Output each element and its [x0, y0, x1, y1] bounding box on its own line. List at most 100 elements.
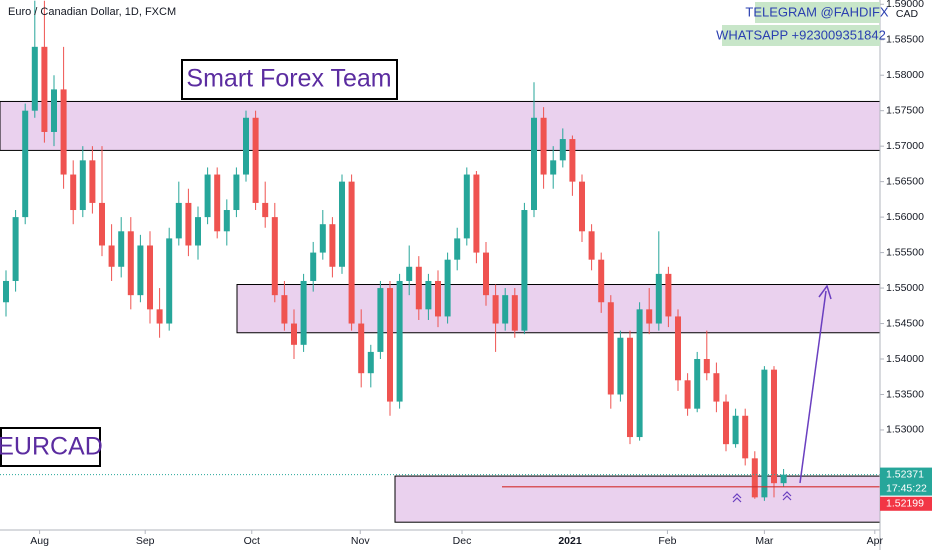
last-price-box	[880, 467, 932, 496]
x-tick-label: Apr	[867, 535, 884, 547]
candle-body	[89, 160, 96, 203]
candle-body	[598, 259, 605, 303]
candle-body	[694, 359, 701, 409]
candle-body	[60, 89, 67, 175]
y-tick-label: 1.57500	[886, 104, 924, 116]
candle-body	[588, 231, 595, 260]
countdown: 17:45:22	[886, 482, 927, 494]
zone	[394, 475, 880, 523]
candle-body	[70, 174, 77, 211]
candle-body	[435, 280, 441, 317]
whatsapp-label: WHATSAPP +923009351842	[716, 27, 886, 42]
candle-body	[415, 266, 422, 310]
candle-body	[185, 202, 192, 246]
candle-body	[732, 415, 739, 445]
x-tick-label: Mar	[755, 535, 774, 547]
x-tick-label: Nov	[351, 535, 370, 547]
candle-body	[223, 210, 230, 232]
y-tick-label: 1.58500	[886, 34, 924, 46]
y-tick-label: 1.55000	[886, 282, 924, 294]
candle-body	[550, 160, 557, 175]
candle-body	[425, 280, 432, 310]
candle-body	[319, 224, 326, 253]
candle-body	[703, 359, 710, 374]
candle-body	[511, 295, 518, 331]
level-box	[880, 496, 932, 511]
candle-body	[281, 295, 288, 324]
x-tick-label: Aug	[30, 535, 49, 547]
y-tick-label: 1.58000	[886, 69, 924, 81]
telegram-box	[755, 2, 880, 23]
candle-body	[636, 309, 643, 438]
candle-body	[454, 238, 461, 260]
candle-body	[627, 337, 633, 438]
candle-body	[675, 316, 681, 381]
level-label: 1.52199	[886, 498, 924, 510]
candle-body	[569, 139, 576, 182]
candle-body	[646, 309, 653, 324]
candle-body	[99, 202, 105, 246]
team-box	[181, 59, 398, 100]
candle-body	[300, 280, 307, 345]
candle-body	[214, 174, 221, 232]
candle-body	[108, 245, 115, 267]
y-tick-label: 1.57000	[886, 140, 924, 152]
candle-body	[502, 295, 509, 324]
y-tick-label: 1.56000	[886, 211, 924, 223]
candle-body	[31, 46, 38, 111]
candle-body	[358, 323, 365, 374]
candles	[3, 0, 787, 501]
y-tick-label: 1.53500	[886, 388, 924, 400]
candle-body	[204, 174, 211, 218]
candle-body	[3, 280, 9, 303]
chart-title: Euro / Canadian Dollar, 1D, FXCM	[8, 6, 176, 18]
candle-body	[233, 174, 240, 211]
candle-body	[79, 160, 86, 211]
candle-body	[406, 266, 413, 281]
chevron	[732, 493, 742, 503]
candle-body	[156, 309, 163, 324]
currency: CAD	[896, 8, 919, 20]
candle-body	[761, 369, 768, 498]
y-tick-label: 1.54500	[886, 317, 924, 329]
candle-body	[51, 89, 57, 132]
y-tick-label: 1.55500	[886, 246, 924, 258]
x-tick-label: Feb	[658, 535, 676, 547]
candle-body	[665, 273, 672, 317]
candle-body	[175, 202, 182, 239]
candle-body	[195, 217, 201, 246]
y-tick-label: 1.53000	[886, 424, 924, 436]
symbol-label: EURCAD	[0, 433, 103, 461]
zones	[0, 100, 880, 523]
zone	[236, 284, 880, 334]
candle-body	[127, 231, 134, 296]
candle-body	[118, 231, 125, 267]
candle-body	[262, 202, 269, 218]
overlays	[0, 474, 880, 488]
candle-body	[617, 337, 624, 395]
chevrons	[732, 491, 792, 503]
candle-body	[147, 245, 153, 310]
candle-body	[291, 323, 297, 345]
candle-body	[444, 259, 451, 317]
candle-body	[243, 117, 249, 175]
x-tick-label: Sep	[136, 535, 155, 547]
candle-body	[41, 46, 48, 132]
y-tick-label: 1.54000	[886, 353, 924, 365]
candle-body	[521, 210, 528, 331]
candle-body	[329, 224, 336, 267]
candle-body	[559, 139, 566, 161]
x-tick-label: Oct	[244, 535, 260, 547]
arrow-line	[799, 290, 827, 484]
arrow-head	[818, 284, 832, 300]
candle-body	[367, 351, 374, 374]
candle-body	[579, 181, 585, 232]
candle-body	[684, 380, 691, 409]
chevron	[782, 491, 792, 501]
candle-body	[271, 217, 278, 296]
axes: 1.53000 1.53500 1.54000 1.54500 1.55000 1.555…	[30, 0, 932, 547]
candle-body	[483, 252, 489, 296]
candle-body	[531, 117, 537, 211]
candle-body	[607, 302, 614, 395]
